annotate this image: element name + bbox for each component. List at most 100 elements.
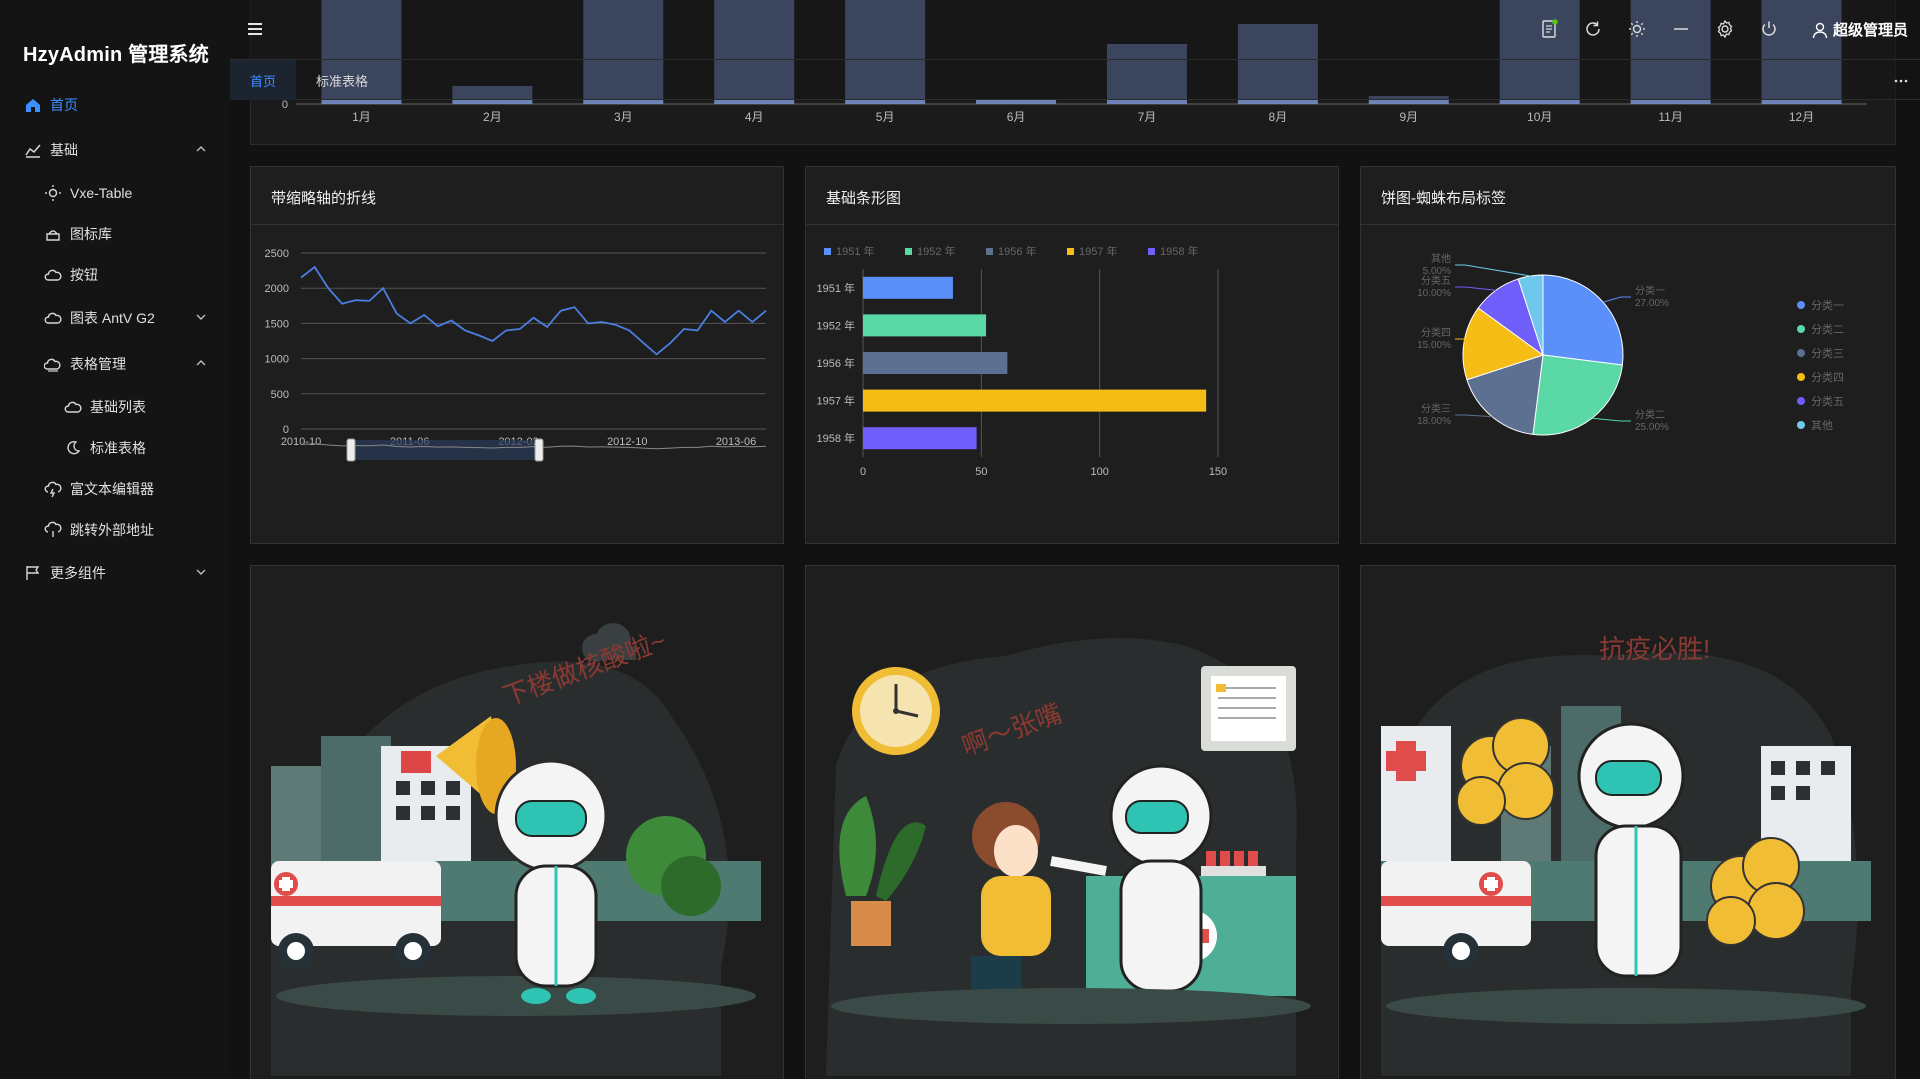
line-chart-title: 带缩略轴的折线 (271, 190, 377, 207)
y-tick-label: 2000 (265, 283, 289, 295)
sidebar-item-label: 图标库 (70, 226, 112, 242)
legend-label: 分类一 (1811, 298, 1844, 312)
sidebar-item-10[interactable]: 跳转外部地址 (0, 508, 230, 552)
cloud-lightning-icon (44, 480, 62, 498)
y-tick-label: 1952 年 (816, 318, 855, 332)
x-tick-label: 50 (975, 466, 987, 478)
tab-standard-table[interactable]: 标准表格 (296, 60, 388, 100)
sidebar-item-7[interactable]: 基础列表 (0, 385, 230, 429)
x-tick-label: 150 (1209, 466, 1227, 478)
sidebar-item-label: 按钮 (70, 267, 98, 283)
sidebar-item-9[interactable]: 富文本编辑器 (0, 467, 230, 511)
slider-selection (351, 440, 539, 460)
y-tick-label: 1000 (265, 354, 289, 366)
legend-label: 1957 年 (1079, 244, 1118, 258)
theme-sun-icon[interactable] (1626, 18, 1648, 40)
cloud-icon (582, 623, 636, 662)
spider-leader-line (1591, 417, 1631, 422)
tab-home[interactable]: 首页 (230, 60, 297, 100)
sidebar-item-8[interactable]: 标准表格 (0, 426, 230, 470)
legend-marker (1797, 397, 1805, 405)
bar (863, 276, 953, 299)
y-tick-label: 1957 年 (816, 394, 855, 408)
legend-label: 分类五 (1811, 394, 1844, 408)
y-tick-label: 1956 年 (816, 356, 855, 370)
user-name: 超级管理员 (1832, 22, 1908, 39)
settings-icon[interactable] (1714, 18, 1736, 40)
slice-percent-label: 10.00% (1417, 288, 1451, 299)
pie-slice (1466, 354, 1544, 435)
slice-percent-label: 25.00% (1635, 422, 1669, 433)
line-chart[interactable]: 050010001500200025002010-102011-062012-0… (251, 225, 785, 545)
legend-marker (1067, 248, 1074, 255)
legend-label: 1952 年 (917, 244, 956, 258)
pie-chart-card: 饼图-蜘蛛布局标签 分类一 27.00% 分类二 25.00% 分类三 18.00% 分类四… (1360, 166, 1896, 544)
sidebar-item-3[interactable]: 图标库 (0, 212, 230, 256)
legend-label: 1956 年 (998, 244, 1037, 258)
y-tick-label: 0 (282, 99, 288, 111)
illustration-card-3: 抗疫必胜! (1360, 565, 1896, 1079)
horizontal-bar-chart[interactable]: 1951 年 1952 年 1956 年 1957 年 1958 年 0 50 100 150 1… (806, 225, 1340, 545)
box-icon (44, 225, 62, 243)
user-icon (1812, 22, 1828, 38)
bar (863, 389, 1207, 412)
slice-name-label: 分类一 (1635, 284, 1665, 297)
sidebar-item-label: 表格管理 (70, 356, 126, 372)
pie-slice (1532, 354, 1623, 436)
sidebar-item-label: 富文本编辑器 (70, 481, 154, 497)
card-divider (251, 224, 783, 225)
slider-handle-right (534, 438, 544, 462)
app-logo-title: HzyAdmin 管理系统 (23, 44, 209, 66)
bar (863, 314, 987, 337)
sidebar-item-11[interactable]: 更多组件 (0, 551, 230, 595)
sidebar-item-1[interactable]: 基础 (0, 128, 230, 172)
x-tick-label: 2012-10 (607, 436, 647, 448)
slice-percent-label: 18.00% (1417, 416, 1451, 427)
x-tick-label: 100 (1090, 466, 1108, 478)
x-tick-label: 8月 (1269, 110, 1288, 124)
slider-handle-left (346, 438, 356, 462)
x-tick-label: 2013-06 (716, 436, 756, 448)
user-menu[interactable]: 超级管理员 (1811, 19, 1908, 40)
spider-leader-line (1455, 414, 1493, 418)
flag-icon (24, 564, 42, 582)
x-tick-label: 6月 (1007, 110, 1026, 124)
menu-toggle-icon[interactable] (244, 18, 266, 40)
x-tick-label: 2010-10 (281, 436, 321, 448)
illustration-fight-virus: 抗疫必胜! (1381, 634, 1871, 1076)
legend-marker (905, 248, 912, 255)
y-tick-label: 0 (283, 424, 289, 436)
sidebar-item-0[interactable]: 首页 (0, 83, 230, 127)
sidebar-item-2[interactable]: Vxe-Table (0, 171, 230, 215)
slider-mini-line (300, 443, 767, 450)
sidebar-item-4[interactable]: 按钮 (0, 253, 230, 297)
illustration-megaphone: 下楼做核酸啦~ (271, 623, 761, 1076)
sun-icon (44, 184, 62, 202)
home-icon (24, 96, 42, 114)
slice-percent-label: 27.00% (1635, 298, 1669, 309)
legend-marker (1797, 349, 1805, 357)
tab-home-label: 首页 (250, 73, 277, 89)
clock-icon (852, 667, 940, 755)
slice-name-label: 其他 (1431, 252, 1451, 265)
x-tick-label: 7月 (1138, 110, 1157, 124)
x-tick-label: 10月 (1527, 110, 1552, 124)
sidebar-item-6[interactable]: 表格管理 (0, 342, 230, 386)
legend-label: 分类二 (1811, 322, 1844, 336)
card-divider (806, 224, 1338, 225)
legend-label: 分类四 (1811, 370, 1844, 384)
sidebar-item-5[interactable]: 图表 AntV G2 (0, 296, 230, 340)
chevron-up-icon (194, 142, 208, 156)
chart-line-icon (24, 141, 42, 159)
tab-standard-table-label: 标准表格 (316, 73, 369, 89)
legend-marker (824, 248, 831, 255)
refresh-icon[interactable] (1582, 18, 1604, 40)
x-tick-label: 9月 (1399, 110, 1418, 124)
chevron-down-icon (194, 310, 208, 324)
power-icon[interactable] (1758, 18, 1780, 40)
minimize-icon[interactable] (1670, 18, 1692, 40)
more-icon[interactable] (1890, 70, 1912, 92)
pie-chart[interactable]: 分类一27.00%分类二25.00%分类三18.00%分类四15.00%分类五1… (1361, 225, 1897, 545)
x-tick-label: 1月 (352, 110, 371, 124)
document-icon[interactable] (1538, 18, 1560, 40)
